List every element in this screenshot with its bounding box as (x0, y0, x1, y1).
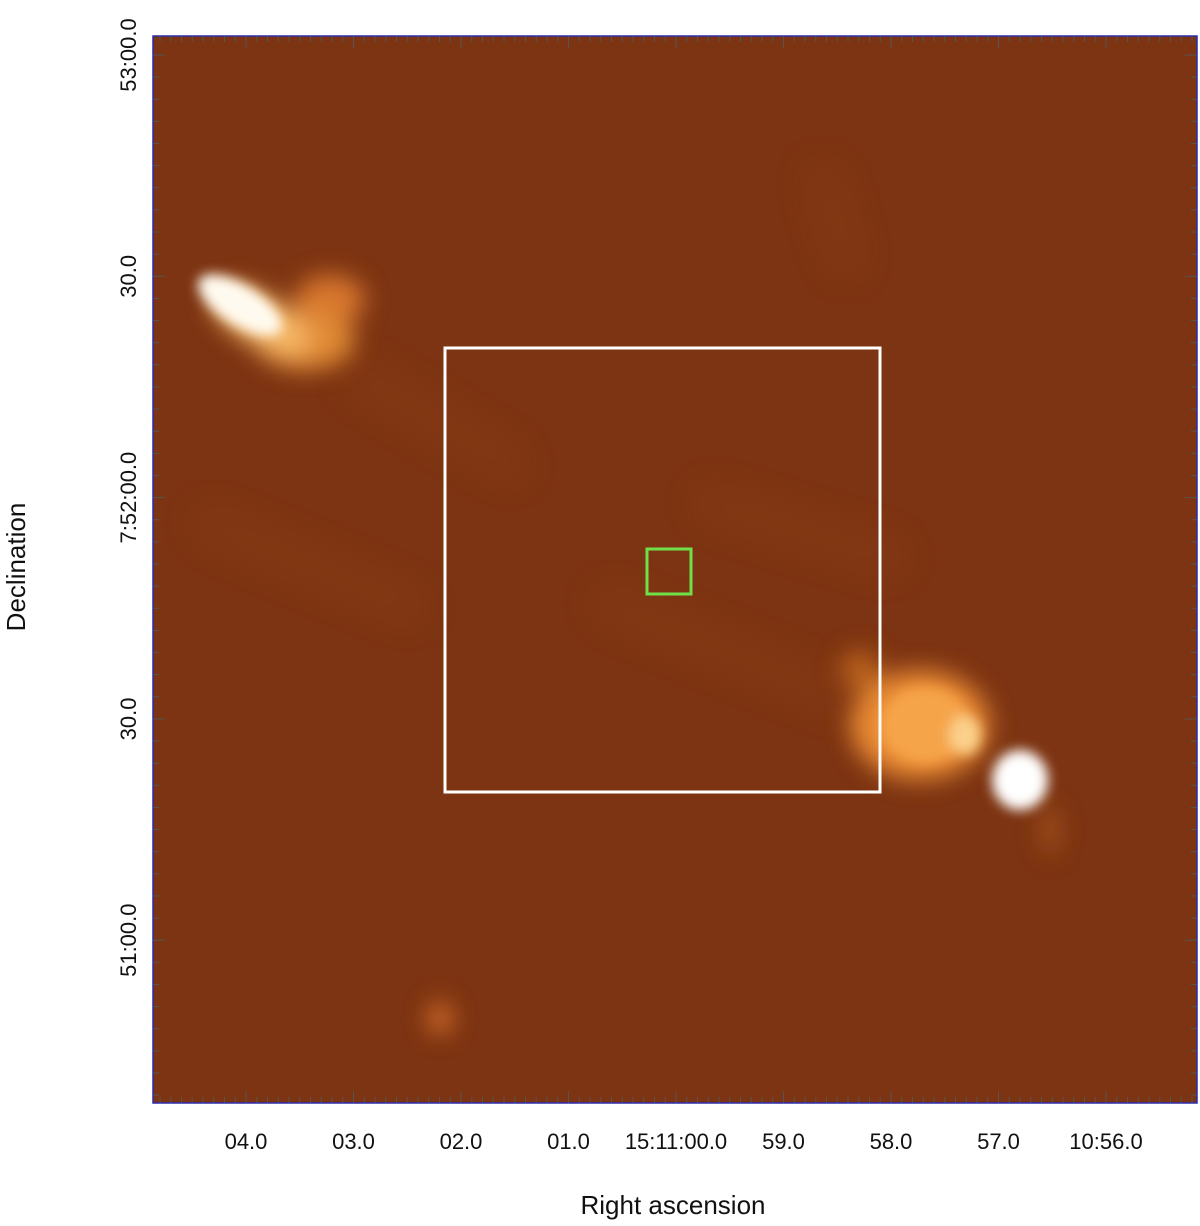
y-axis-title: Declination (1, 503, 31, 632)
ticks (153, 36, 1197, 1103)
y-tick-label: 7:52:00.0 (116, 452, 141, 544)
image (153, 36, 1197, 1103)
y-tick-label: 30.0 (116, 255, 141, 298)
target-box (645, 547, 693, 596)
region-box (443, 346, 882, 794)
x-tick-label: 58.0 (870, 1129, 913, 1154)
x-tick-label: 10:56.0 (1069, 1129, 1142, 1154)
y-tick-label: 53:00.0 (116, 18, 141, 91)
x-tick-label: 04.0 (225, 1129, 268, 1154)
x-tick-label: 03.0 (332, 1129, 375, 1154)
plot-frame (152, 35, 1198, 1104)
x-tick-label: 01.0 (547, 1129, 590, 1154)
y-tick-label: 51:00.0 (116, 903, 141, 976)
x-tick-label: 02.0 (440, 1129, 483, 1154)
x-tick-label: 15:11:00.0 (625, 1129, 727, 1154)
x-axis-title: Right ascension (581, 1190, 766, 1220)
y-tick-label: 30.0 (116, 697, 141, 740)
x-tick-label: 59.0 (762, 1129, 805, 1154)
x-tick-label: 57.0 (977, 1129, 1020, 1154)
